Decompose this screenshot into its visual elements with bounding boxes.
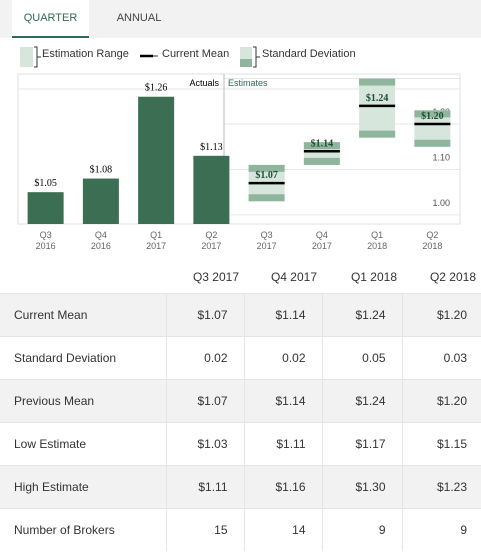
actual-value-label: $1.13 bbox=[200, 142, 223, 153]
std-dev-band-lower bbox=[414, 139, 451, 147]
estimate-mean-label: $1.07 bbox=[255, 170, 278, 181]
table-cell: 15 bbox=[166, 507, 245, 551]
tab-quarter[interactable]: QUARTER bbox=[12, 0, 89, 38]
table-cell: $1.30 bbox=[322, 464, 403, 508]
standard-deviation-bracket-icon bbox=[253, 46, 260, 68]
table-cell: 9 bbox=[402, 507, 481, 551]
table-cell: $1.14 bbox=[244, 378, 323, 422]
col-header-q2-2018: Q2 2018 bbox=[402, 262, 481, 293]
std-dev-band-upper bbox=[359, 78, 396, 86]
table-row-number-of-brokers: Number of Brokers 15 14 9 9 bbox=[0, 507, 481, 551]
table-cell: $1.11 bbox=[166, 464, 245, 508]
x-tick-quarter: Q4 bbox=[316, 230, 328, 240]
legend-standard-deviation: Standard Deviation bbox=[262, 48, 356, 60]
row-label: Current Mean bbox=[0, 292, 167, 336]
standard-deviation-swatch bbox=[240, 59, 252, 67]
x-tick-quarter: Q3 bbox=[40, 230, 52, 240]
x-tick-year: 2018 bbox=[367, 241, 387, 251]
table-cell: $1.07 bbox=[166, 292, 245, 336]
col-header-q1-2018: Q1 2018 bbox=[322, 262, 402, 293]
table-cell: $1.11 bbox=[244, 421, 323, 465]
actual-bar bbox=[193, 155, 230, 224]
row-label: Standard Deviation bbox=[0, 335, 167, 379]
table-cell: $1.15 bbox=[402, 421, 481, 465]
table-cell: 0.03 bbox=[402, 335, 481, 379]
x-tick-quarter: Q4 bbox=[95, 230, 107, 240]
chart-legend: Estimation Range Current Mean Standard D… bbox=[0, 44, 481, 68]
table-cell: $1.17 bbox=[322, 421, 403, 465]
x-tick-year: 2017 bbox=[312, 241, 332, 251]
actual-bar bbox=[27, 192, 64, 224]
table-header-blank bbox=[0, 262, 166, 293]
actual-value-label: $1.26 bbox=[145, 83, 168, 94]
table-cell: 0.02 bbox=[166, 335, 245, 379]
estimation-range-swatch bbox=[20, 47, 33, 67]
legend-estimation-range: Estimation Range bbox=[42, 48, 129, 60]
table-row-low-estimate: Low Estimate $1.03 $1.11 $1.17 $1.15 bbox=[0, 421, 481, 465]
actual-bar bbox=[82, 178, 119, 224]
x-tick-year: 2018 bbox=[422, 241, 442, 251]
x-tick-year: 2017 bbox=[257, 241, 277, 251]
x-tick-year: 2017 bbox=[146, 241, 166, 251]
table-row-high-estimate: High Estimate $1.11 $1.16 $1.30 $1.23 bbox=[0, 464, 481, 508]
period-tabs: QUARTER ANNUAL bbox=[0, 0, 481, 38]
table-cell: $1.24 bbox=[322, 378, 403, 422]
estimates-table: Q3 2017 Q4 2017 Q1 2018 Q2 2018 Current … bbox=[0, 262, 481, 551]
x-tick-quarter: Q1 bbox=[371, 230, 383, 240]
row-label: Previous Mean bbox=[0, 378, 167, 422]
table-row-current-mean: Current Mean $1.07 $1.14 $1.24 $1.20 bbox=[0, 292, 481, 336]
row-label: Low Estimate bbox=[0, 421, 167, 465]
legend-swatches bbox=[20, 46, 260, 68]
x-tick-quarter: Q3 bbox=[261, 230, 273, 240]
table-cell: $1.14 bbox=[244, 292, 323, 336]
estimation-range-bracket-icon bbox=[34, 46, 41, 68]
x-tick-year: 2016 bbox=[36, 241, 56, 251]
eps-chart: 1.001.101.201.30ActualsEstimates$1.05$1.… bbox=[17, 73, 461, 251]
table-row-standard-deviation: Standard Deviation 0.02 0.02 0.05 0.03 bbox=[0, 335, 481, 379]
std-dev-band-upper bbox=[248, 164, 285, 172]
legend-current-mean: Current Mean bbox=[162, 48, 230, 60]
y-tick-label: 1.10 bbox=[432, 152, 450, 162]
y-tick-label: 1.00 bbox=[432, 198, 450, 208]
table-cell: $1.24 bbox=[322, 292, 403, 336]
std-dev-band-lower bbox=[359, 130, 396, 138]
tab-annual[interactable]: ANNUAL bbox=[116, 12, 162, 24]
x-tick-quarter: Q1 bbox=[150, 230, 162, 240]
table-cell: $1.20 bbox=[402, 378, 481, 422]
table-cell: 14 bbox=[244, 507, 323, 551]
estimates-section-label: Estimates bbox=[228, 78, 268, 88]
x-tick-quarter: Q2 bbox=[205, 230, 217, 240]
col-header-q4-2017: Q4 2017 bbox=[244, 262, 322, 293]
table-cell: $1.16 bbox=[244, 464, 323, 508]
estimation-range-box bbox=[359, 78, 396, 138]
table-row-previous-mean: Previous Mean $1.07 $1.14 $1.24 $1.20 bbox=[0, 378, 481, 422]
std-dev-band-upper bbox=[303, 142, 340, 150]
std-dev-band-lower bbox=[303, 157, 340, 165]
x-tick-year: 2017 bbox=[201, 241, 221, 251]
actuals-section-label: Actuals bbox=[189, 78, 219, 88]
estimate-mean-label: $1.14 bbox=[311, 138, 334, 149]
table-header-row: Q3 2017 Q4 2017 Q1 2018 Q2 2018 bbox=[0, 262, 481, 293]
row-label: Number of Brokers bbox=[0, 507, 167, 551]
std-dev-band-lower bbox=[248, 194, 285, 202]
std-dev-band-upper bbox=[414, 110, 451, 118]
actual-bar bbox=[138, 96, 175, 224]
actual-value-label: $1.08 bbox=[90, 165, 113, 176]
table-cell: $1.03 bbox=[166, 421, 245, 465]
table-cell: 9 bbox=[322, 507, 403, 551]
table-cell: 0.02 bbox=[244, 335, 323, 379]
estimate-mean-label: $1.20 bbox=[421, 111, 444, 122]
actual-value-label: $1.05 bbox=[34, 178, 57, 189]
estimate-mean-label: $1.24 bbox=[366, 93, 389, 104]
table-cell: $1.07 bbox=[166, 378, 245, 422]
x-tick-year: 2016 bbox=[91, 241, 111, 251]
table-cell: 0.05 bbox=[322, 335, 403, 379]
table-cell: $1.20 bbox=[402, 292, 481, 336]
table-cell: $1.23 bbox=[402, 464, 481, 508]
row-label: High Estimate bbox=[0, 464, 167, 508]
x-tick-quarter: Q2 bbox=[426, 230, 438, 240]
col-header-q3-2017: Q3 2017 bbox=[166, 262, 244, 293]
